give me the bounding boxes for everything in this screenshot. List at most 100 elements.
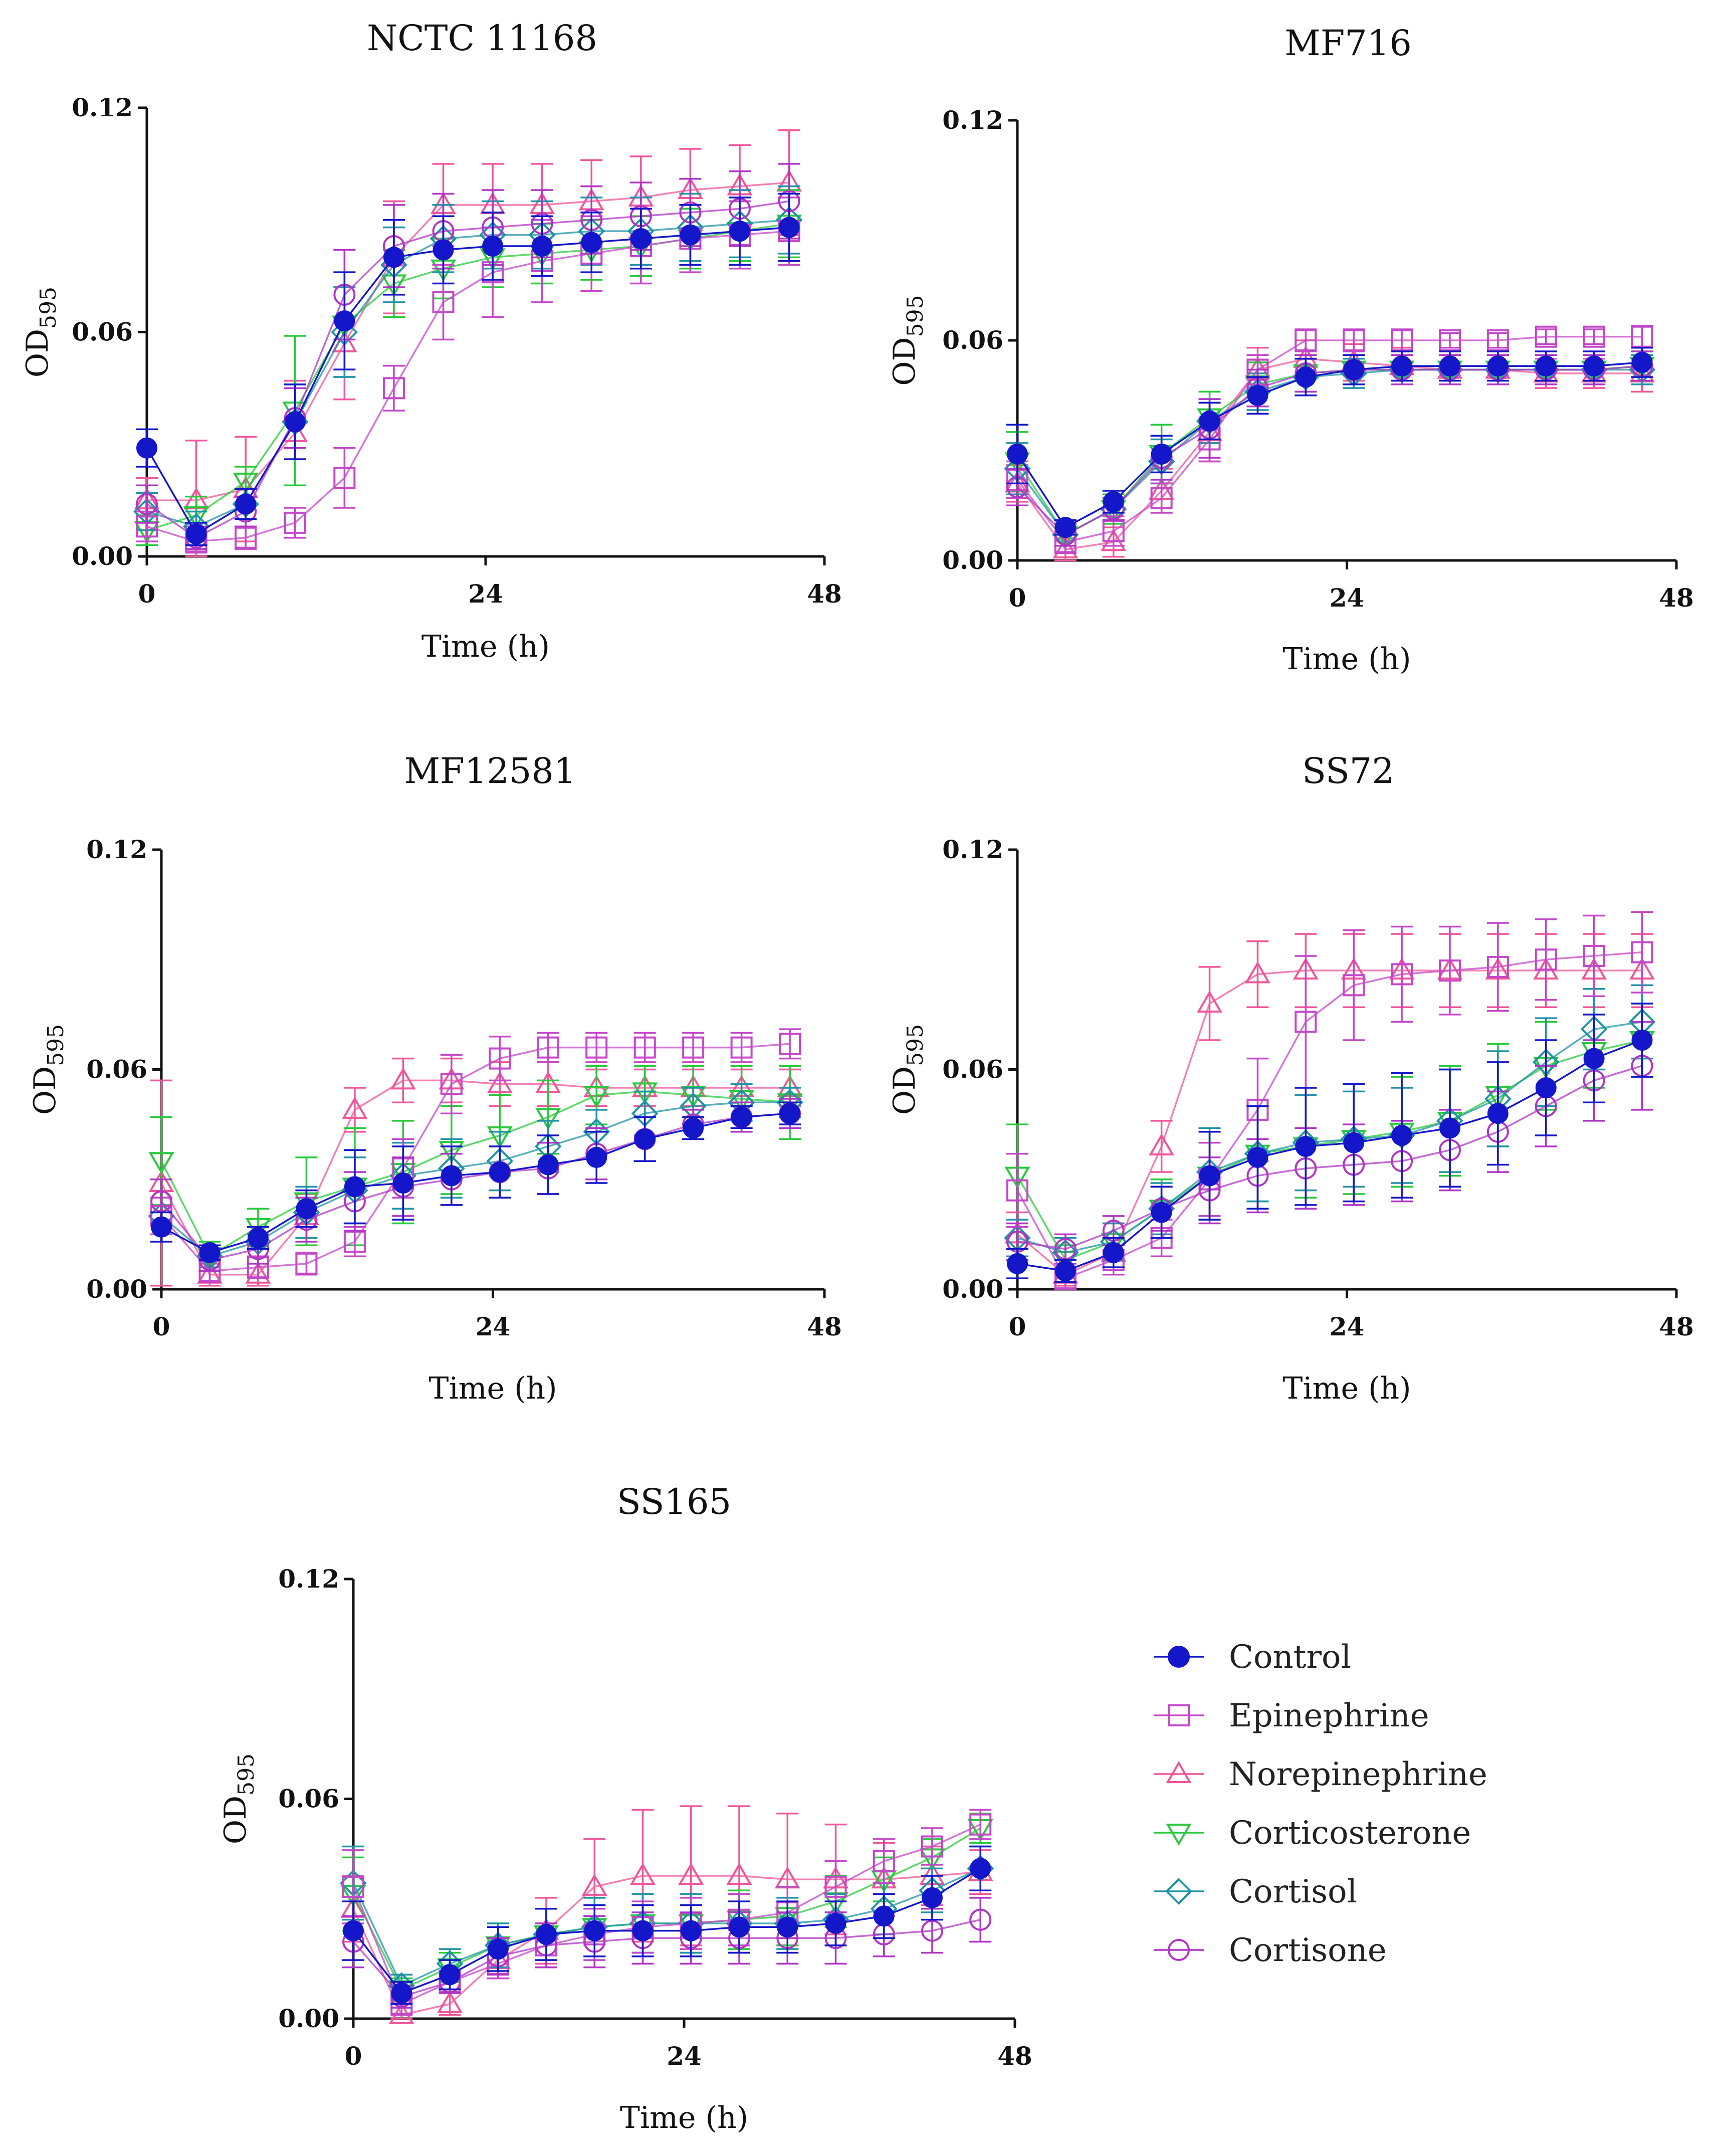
data-point bbox=[633, 1036, 656, 1059]
data-point bbox=[779, 1103, 801, 1124]
data-point bbox=[1438, 329, 1461, 351]
data-point bbox=[1583, 325, 1605, 348]
y-tick-label: 0.12 bbox=[942, 105, 1003, 135]
data-point bbox=[344, 1176, 365, 1198]
x-tick-label: 24 bbox=[476, 1312, 511, 1341]
y-tick-label: 0.00 bbox=[72, 541, 133, 571]
panel-title: MF716 bbox=[1284, 23, 1412, 64]
data-point bbox=[150, 1190, 172, 1213]
series-epinephrine bbox=[136, 197, 800, 554]
data-point bbox=[535, 1108, 561, 1130]
data-point bbox=[1535, 948, 1557, 971]
data-point bbox=[1054, 517, 1076, 538]
data-point bbox=[730, 1036, 753, 1059]
data-point bbox=[873, 1905, 895, 1927]
series-line bbox=[146, 200, 789, 539]
data-point bbox=[632, 1082, 658, 1105]
data-point bbox=[921, 1919, 943, 1942]
data-point bbox=[295, 1252, 318, 1275]
data-point bbox=[630, 1862, 656, 1885]
y-tick-label: 0.06 bbox=[72, 317, 133, 347]
x-tick-label: 48 bbox=[997, 2041, 1032, 2071]
series-line bbox=[160, 1043, 790, 1272]
legend-item-control: Control bbox=[1154, 1639, 1351, 1676]
x-axis-label: Time (h) bbox=[428, 1371, 557, 1406]
data-point bbox=[969, 1908, 992, 1931]
panel-nctc-11168: NCTC 11168 0.00 0.06 0.12 0 24 48 Time (h) OD595 bbox=[20, 18, 842, 664]
data-point bbox=[151, 1216, 172, 1238]
series-line bbox=[1017, 1039, 1643, 1272]
x-tick-label: 24 bbox=[667, 2041, 702, 2071]
data-point bbox=[487, 1126, 513, 1149]
y-axis-label: OD595 bbox=[218, 1753, 259, 1844]
y-tick-label: 0.06 bbox=[942, 325, 1003, 355]
data-point bbox=[245, 1261, 271, 1284]
data-point bbox=[1151, 443, 1172, 465]
panel-title: SS72 bbox=[1302, 750, 1394, 792]
data-point bbox=[334, 310, 355, 332]
data-point bbox=[284, 411, 306, 433]
data-point bbox=[1535, 1077, 1557, 1099]
legend-item-cortisol: Cortisol bbox=[1154, 1873, 1357, 1910]
data-point bbox=[680, 224, 701, 246]
data-point bbox=[1486, 955, 1509, 978]
data-point bbox=[1343, 329, 1365, 351]
x-tick-label: 0 bbox=[138, 579, 156, 609]
data-point bbox=[1244, 961, 1270, 984]
panel-title: NCTC 11168 bbox=[367, 18, 597, 59]
x-tick-label: 0 bbox=[1009, 1312, 1026, 1341]
data-point bbox=[296, 1198, 317, 1220]
panel-mf12581: MF12581 0.00 0.06 0.12 0 24 48 Time (h) OD595 bbox=[28, 750, 842, 1406]
data-point bbox=[585, 1036, 608, 1059]
legend-label: Epinephrine bbox=[1229, 1697, 1429, 1734]
data-point bbox=[536, 1923, 557, 1945]
y-tick-label: 0.00 bbox=[278, 2004, 339, 2033]
y-axis-label-main: OD bbox=[887, 337, 922, 385]
data-point bbox=[439, 1964, 461, 1986]
data-point bbox=[1439, 355, 1460, 377]
x-axis-label: Time (h) bbox=[1282, 642, 1411, 677]
data-point bbox=[1343, 974, 1365, 997]
data-point bbox=[441, 1165, 462, 1187]
y-axis-label-subscript: 595 bbox=[43, 1024, 69, 1066]
x-tick-label: 48 bbox=[1659, 1312, 1694, 1341]
data-point bbox=[1199, 1165, 1220, 1187]
data-point bbox=[682, 1036, 705, 1059]
data-point bbox=[1295, 1011, 1317, 1033]
data-point bbox=[729, 1916, 750, 1938]
y-tick-label: 0.00 bbox=[942, 1274, 1003, 1304]
data-point bbox=[824, 1875, 847, 1898]
panel-ss165: SS165 0.00 0.06 0.12 0 24 48 Time (h) OD595 bbox=[218, 1481, 1032, 2135]
x-tick-label: 24 bbox=[1330, 1312, 1365, 1341]
panel-title: SS165 bbox=[617, 1481, 731, 1522]
data-point bbox=[390, 1067, 416, 1090]
legend: Control Epinephrine Norepinephrine Corticos… bbox=[1154, 1639, 1487, 1969]
data-point bbox=[235, 493, 257, 515]
data-point bbox=[199, 1242, 221, 1263]
series-line bbox=[1016, 969, 1642, 1276]
series-cortisone bbox=[150, 1098, 801, 1272]
data-point bbox=[1343, 1132, 1365, 1153]
data-point bbox=[383, 247, 404, 268]
data-point bbox=[731, 1106, 752, 1128]
data-point bbox=[1295, 1135, 1317, 1157]
data-point bbox=[1295, 329, 1317, 351]
y-tick-label: 0.00 bbox=[86, 1274, 147, 1304]
data-point bbox=[343, 1230, 366, 1253]
data-point bbox=[333, 467, 356, 489]
x-axis-label: Time (h) bbox=[620, 2100, 748, 2135]
data-point bbox=[1391, 329, 1413, 351]
data-point bbox=[148, 1152, 174, 1174]
data-point bbox=[969, 1813, 992, 1836]
data-point bbox=[1295, 366, 1317, 388]
data-point bbox=[680, 1920, 702, 1941]
data-point bbox=[1054, 1238, 1077, 1260]
series-control bbox=[136, 192, 800, 546]
series-line bbox=[352, 1871, 981, 2016]
data-point bbox=[873, 1850, 895, 1872]
data-point bbox=[683, 1117, 704, 1139]
x-tick-label: 48 bbox=[807, 1312, 842, 1341]
data-point bbox=[1391, 963, 1413, 986]
data-point bbox=[1631, 941, 1653, 963]
